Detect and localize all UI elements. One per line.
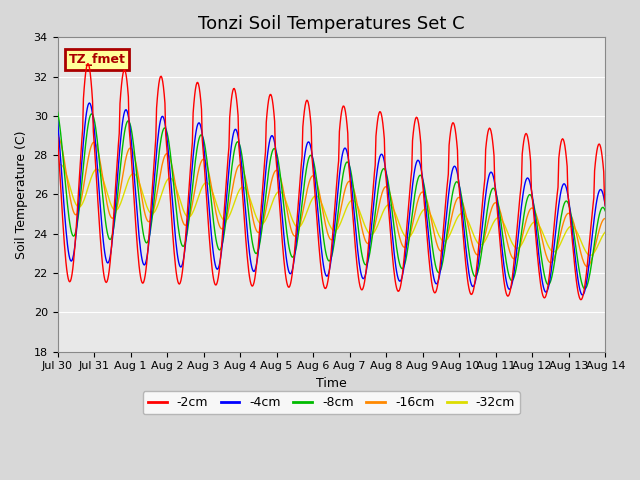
-8cm [581,286,589,292]
Legend: -2cm, -4cm, -8cm, -16cm, -32cm: -2cm, -4cm, -8cm, -16cm, -32cm [143,391,520,414]
X-axis label: Time: Time [316,377,347,390]
-2cm [54,133,61,139]
-2cm [602,203,609,209]
-32cm [415,216,422,221]
-2cm [399,270,406,276]
-8cm [602,208,609,214]
-8cm [398,266,406,272]
-2cm [415,121,422,127]
-2cm [205,232,213,238]
-8cm [414,176,422,182]
-2cm [577,297,585,302]
-32cm [586,252,594,258]
-32cm [121,189,129,194]
Line: -16cm: -16cm [58,136,605,266]
-2cm [84,60,92,66]
-16cm [398,241,406,247]
-16cm [120,166,127,172]
-8cm [205,170,212,176]
-4cm [602,203,609,209]
-16cm [54,133,61,139]
-32cm [205,181,213,187]
-4cm [579,292,586,298]
Line: -2cm: -2cm [58,63,605,300]
-16cm [63,178,71,184]
-2cm [177,280,184,286]
-32cm [602,229,609,235]
Line: -8cm: -8cm [58,112,605,289]
-8cm [63,201,71,207]
-16cm [175,205,183,211]
-4cm [86,100,93,106]
-32cm [177,198,184,204]
-32cm [65,178,72,183]
-4cm [177,264,184,270]
-16cm [205,168,212,174]
-4cm [205,206,213,212]
-32cm [54,164,61,170]
Line: -4cm: -4cm [58,103,605,295]
Y-axis label: Soil Temperature (C): Soil Temperature (C) [15,130,28,259]
-4cm [415,157,422,163]
-32cm [57,162,65,168]
Title: Tonzi Soil Temperatures Set C: Tonzi Soil Temperatures Set C [198,15,465,33]
-32cm [399,229,406,235]
Text: TZ_fmet: TZ_fmet [68,53,125,66]
-8cm [54,109,61,115]
Line: -32cm: -32cm [58,165,605,255]
-4cm [399,272,406,277]
-16cm [602,216,609,221]
-8cm [175,232,183,238]
-4cm [63,241,71,247]
-8cm [120,134,127,140]
-16cm [583,264,591,269]
-2cm [121,67,129,73]
-2cm [63,272,71,277]
-4cm [54,118,61,124]
-16cm [414,198,422,204]
-4cm [121,109,129,115]
